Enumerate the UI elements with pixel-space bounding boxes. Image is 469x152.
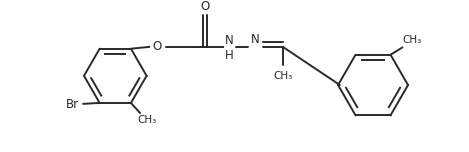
Text: CH₃: CH₃ — [402, 35, 421, 45]
Text: O: O — [152, 40, 161, 53]
Text: CH₃: CH₃ — [137, 115, 156, 125]
Text: H: H — [225, 49, 234, 62]
Text: N: N — [225, 34, 234, 47]
Text: N: N — [251, 33, 259, 46]
Text: Br: Br — [66, 98, 79, 111]
Text: CH₃: CH₃ — [273, 71, 293, 81]
Text: O: O — [200, 0, 209, 13]
